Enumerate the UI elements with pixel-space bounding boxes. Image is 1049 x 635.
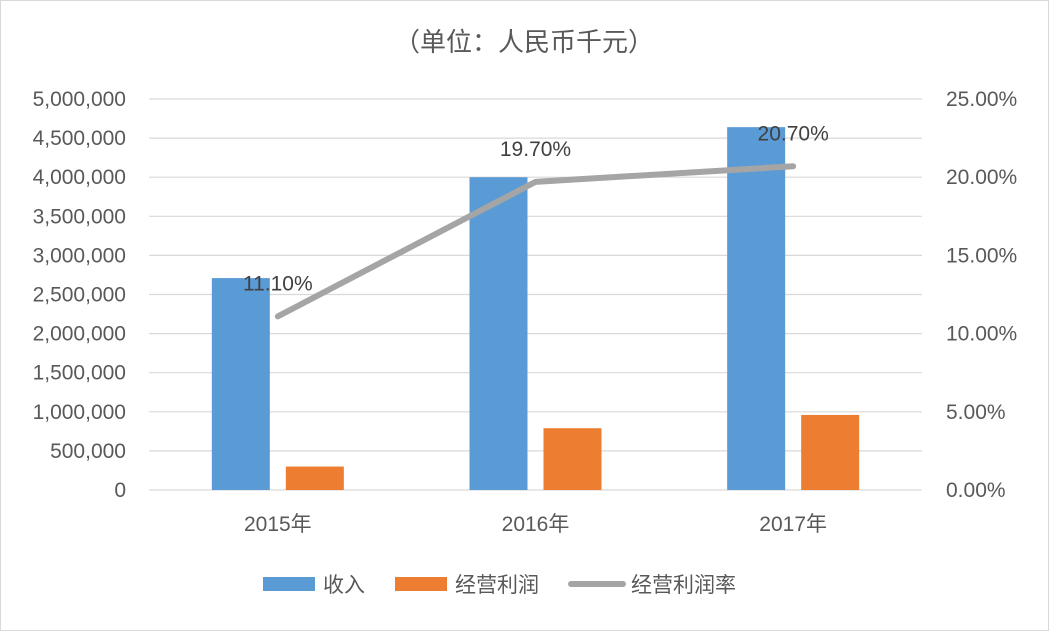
data-label: 11.10% [243, 272, 313, 295]
legend-label: 收入 [323, 574, 365, 597]
right-tick-label: 0.00% [946, 479, 1006, 502]
chart-title: （单位：人民币千元） [394, 27, 654, 57]
legend-swatch [263, 577, 315, 591]
data-label: 20.70% [758, 122, 829, 145]
left-tick-label: 0 [114, 479, 126, 502]
left-tick-label: 3,500,000 [33, 205, 126, 228]
left-tick-label: 4,500,000 [33, 127, 126, 150]
bar-operating-profit [801, 415, 859, 490]
legend: 收入 经营利润 经营利润率 [263, 574, 736, 597]
legend-swatch [395, 577, 447, 591]
right-tick-label: 5.00% [946, 401, 1006, 424]
bar-operating-profit [286, 467, 344, 490]
legend-label: 经营利润率 [631, 574, 736, 597]
right-tick-label: 15.00% [946, 244, 1017, 267]
x-tick-label: 2017年 [759, 513, 827, 536]
left-tick-label: 1,500,000 [33, 362, 126, 385]
left-tick-label: 2,000,000 [33, 323, 126, 346]
bar-revenue [470, 177, 528, 490]
right-tick-label: 25.00% [946, 88, 1017, 111]
left-tick-label: 5,000,000 [33, 88, 126, 111]
x-axis: 2015年 2016年 2017年 [244, 513, 827, 536]
bar-operating-profit [544, 428, 602, 490]
right-tick-label: 10.00% [946, 323, 1017, 346]
data-label: 19.70% [500, 138, 571, 161]
left-tick-label: 4,000,000 [33, 166, 126, 189]
bar-revenue [212, 278, 270, 490]
legend-label: 经营利润 [455, 574, 539, 597]
line-operating-margin [278, 166, 793, 316]
left-axis: 0 500,000 1,000,000 1,500,000 2,000,000 2,500… [33, 88, 126, 502]
x-tick-label: 2015年 [244, 513, 312, 536]
left-tick-label: 500,000 [50, 440, 126, 463]
right-tick-label: 20.00% [946, 166, 1017, 189]
x-tick-label: 2016年 [502, 513, 570, 536]
left-tick-label: 3,000,000 [33, 244, 126, 267]
bar-revenue [727, 127, 785, 490]
left-tick-label: 1,000,000 [33, 401, 126, 424]
right-axis: 0.00% 5.00% 10.00% 15.00% 20.00% 25.00% [946, 88, 1017, 502]
left-tick-label: 2,500,000 [33, 284, 126, 307]
